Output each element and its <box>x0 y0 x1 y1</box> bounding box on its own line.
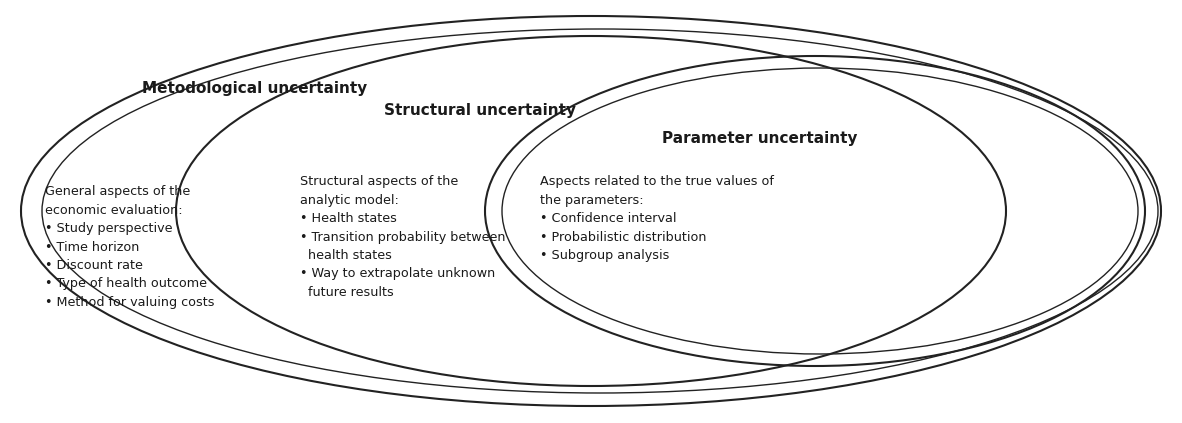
Text: Parameter uncertainty: Parameter uncertainty <box>662 131 858 146</box>
Text: Metodological uncertainty: Metodological uncertainty <box>142 80 368 96</box>
Text: Aspects related to the true values of
the parameters:
• Confidence interval
• Pr: Aspects related to the true values of th… <box>540 175 774 262</box>
Text: General aspects of the
economic evaluation:
• Study perspective
• Time horizon
•: General aspects of the economic evaluati… <box>45 185 214 309</box>
Text: Structural aspects of the
analytic model:
• Health states
• Transition probabili: Structural aspects of the analytic model… <box>300 175 506 299</box>
Text: Structural uncertainty: Structural uncertainty <box>384 102 576 118</box>
